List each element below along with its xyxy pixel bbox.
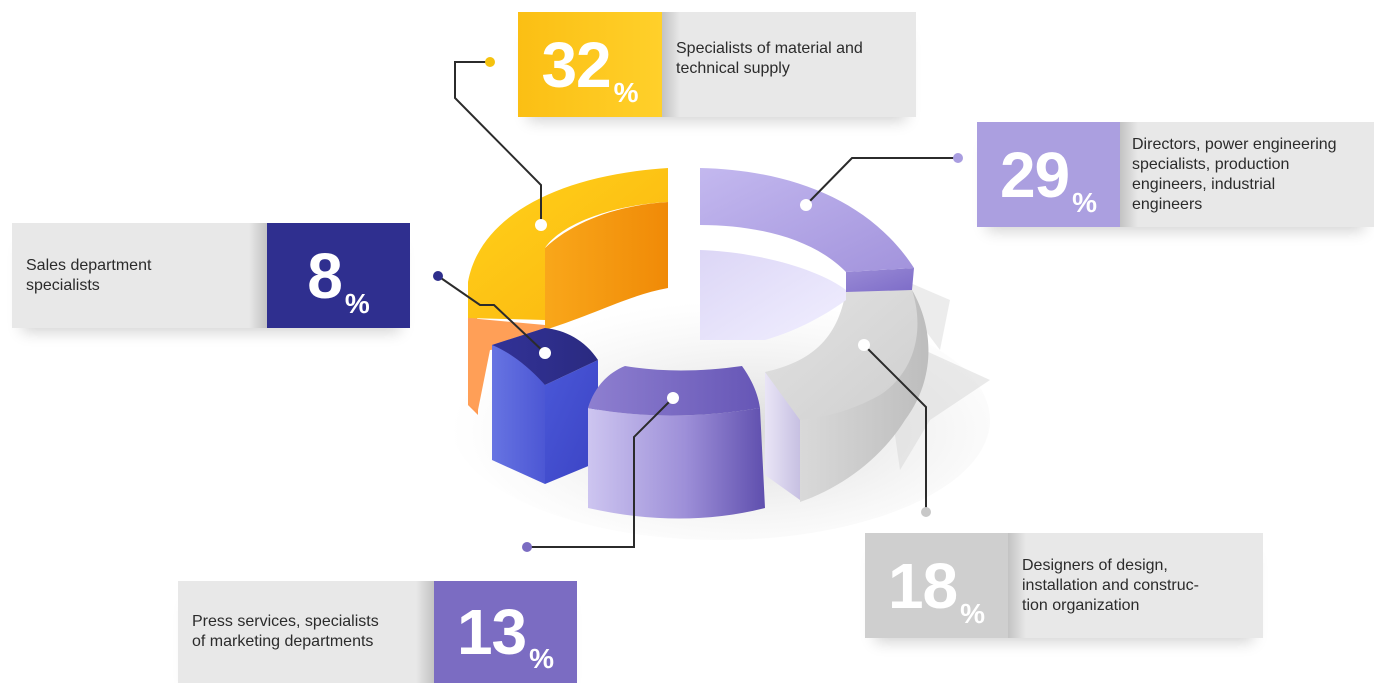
slice-sales (492, 328, 598, 484)
card-directors-label-line: Directors, power engineering (1132, 135, 1337, 153)
slice-press-front-face (588, 408, 765, 519)
card-supply-percent: 32% (518, 12, 662, 117)
card-supply: 32% Specialists of material and technica… (518, 12, 916, 117)
percent-sign: % (960, 598, 986, 629)
card-sales: Sales department specialists 8% (12, 223, 410, 328)
leader-anchor-designers (858, 339, 870, 351)
card-press-label-line: of marketing departments (192, 633, 374, 650)
slice-supply-inner-wall (545, 202, 668, 330)
card-press-value: 13 (456, 596, 527, 668)
slice-directors-side (846, 268, 914, 292)
card-sales-percent: 8% (267, 223, 410, 328)
card-directors-label-line: specialists, production (1132, 155, 1290, 173)
card-sales-value: 8 (307, 239, 343, 312)
leader-dot-supply (485, 57, 495, 67)
card-designers-percent: 18% (865, 533, 1008, 638)
card-designers-label-line: installation and construc- (1022, 576, 1199, 594)
percent-sign: % (529, 643, 555, 674)
card-directors-percent: 29% (977, 122, 1120, 227)
card-sales-label: Sales department specialists (12, 223, 267, 328)
card-directors-label-line: engineers (1132, 195, 1203, 213)
card-directors-value: 29 (999, 138, 1070, 211)
card-designers-value: 18 (887, 549, 958, 622)
card-designers-label: Designers of design, installation and co… (1008, 533, 1263, 638)
leader-anchor-press (667, 392, 679, 404)
slice-press-top (588, 366, 760, 416)
leader-line-designers (863, 344, 927, 512)
card-press-label-line: Press services, specialists (192, 613, 379, 630)
card-sales-label-line: specialists (26, 276, 100, 294)
card-supply-label-line: Specialists of material and (676, 40, 863, 57)
card-directors: 29% Directors, power engineering special… (977, 122, 1374, 227)
card-press: Press services, specialists of marketing… (178, 581, 577, 683)
slice-directors-top (700, 168, 914, 272)
card-sales-label-line: Sales department (26, 256, 152, 274)
card-press-label: Press services, specialists of marketing… (178, 581, 434, 683)
leader-line-directors (805, 157, 958, 206)
leader-lines (433, 57, 963, 552)
card-designers-label-line: tion organization (1022, 596, 1140, 614)
slice-designers-top (765, 290, 918, 420)
card-designers: 18% Designers of design, installation an… (865, 533, 1263, 638)
leader-anchor-supply (535, 219, 547, 231)
leader-anchor-directors (800, 199, 812, 211)
card-press-percent: 13% (434, 581, 577, 683)
card-supply-label-line: technical supply (676, 60, 790, 77)
percent-sign: % (613, 77, 639, 108)
slice-supply (468, 168, 668, 415)
leader-dot-press (522, 542, 532, 552)
card-directors-label: Directors, power engineering specialists… (1120, 122, 1374, 227)
slice-sales-front-face (545, 360, 598, 484)
leader-anchor-sales (539, 347, 551, 359)
slice-directors (700, 168, 914, 340)
slice-directors-inner-wall (700, 250, 846, 340)
leader-line-press (527, 397, 674, 548)
card-designers-label-line: Designers of design, (1022, 556, 1168, 574)
card-supply-label: Specialists of material and technical su… (662, 12, 916, 117)
leader-line-supply (454, 61, 542, 225)
slice-supply-top (468, 168, 668, 320)
percent-sign: % (344, 288, 370, 319)
leader-dot-designers (921, 507, 931, 517)
percent-sign: % (1072, 187, 1098, 218)
leader-dot-sales (433, 271, 443, 281)
leader-line-sales (437, 275, 546, 354)
slice-press (588, 366, 765, 519)
card-supply-value: 32 (541, 28, 611, 101)
leader-dot-directors (953, 153, 963, 163)
card-directors-label-line: engineers, industrial (1132, 175, 1276, 193)
slice-designers (765, 290, 929, 502)
